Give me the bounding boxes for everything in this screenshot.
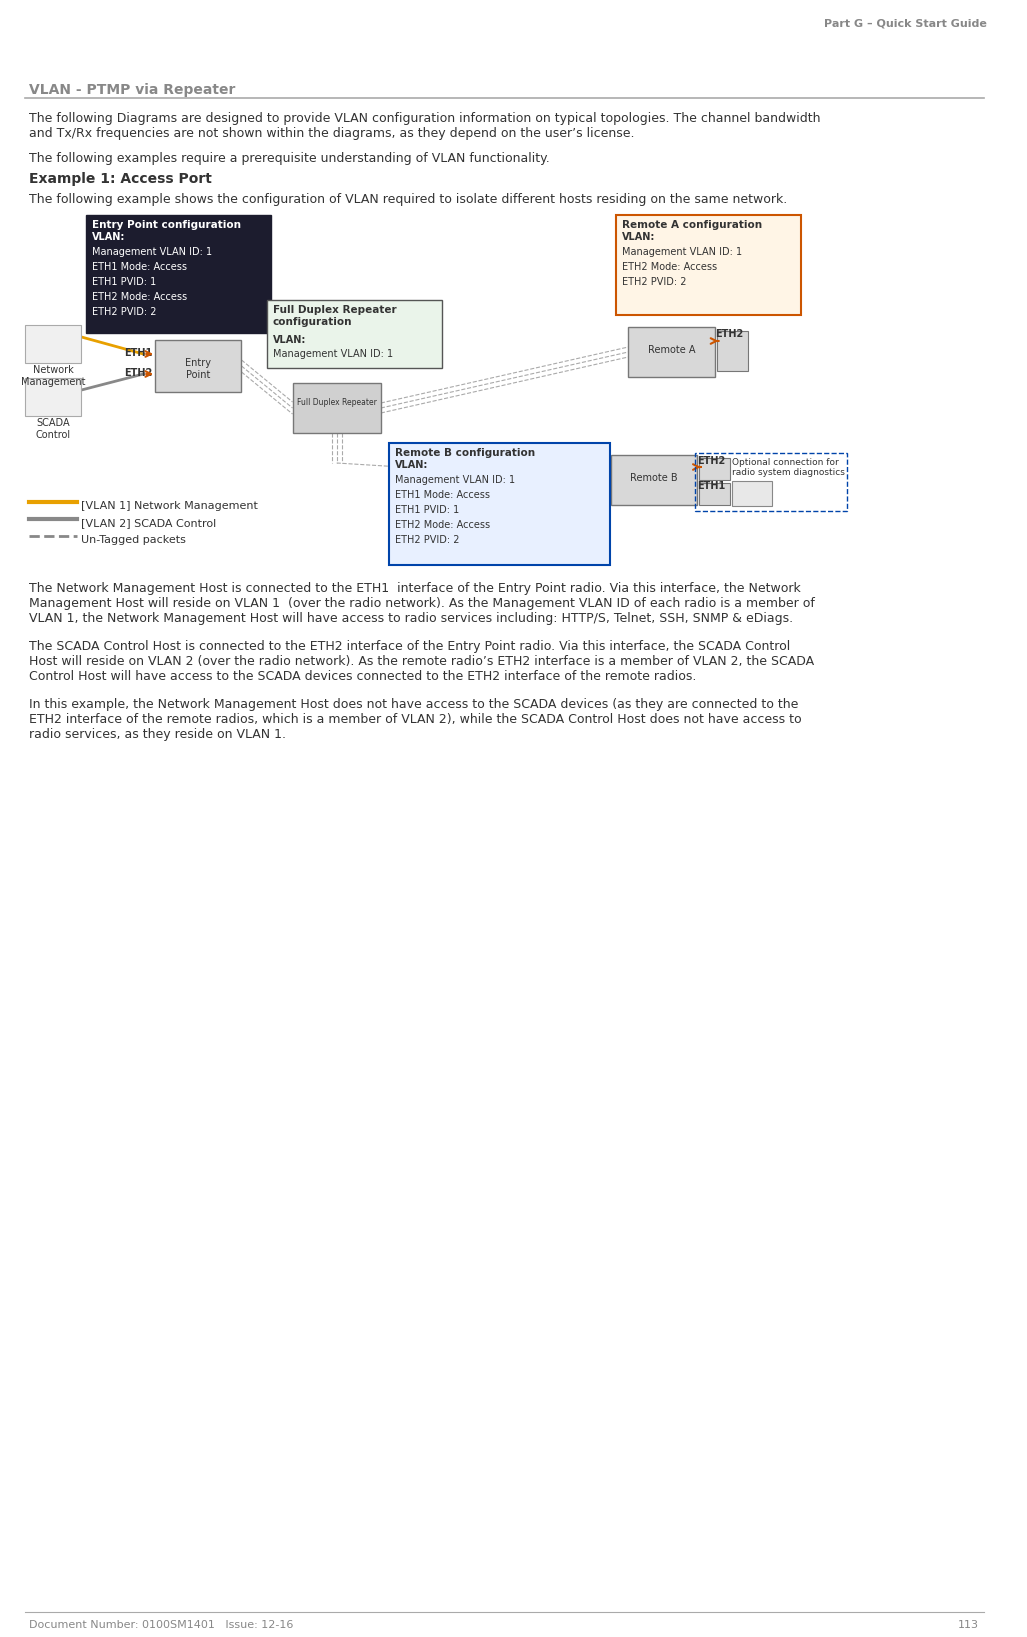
Text: ETH2: ETH2 xyxy=(697,457,725,467)
Text: Remote A configuration: Remote A configuration xyxy=(622,219,762,231)
Text: SCADA
Control: SCADA Control xyxy=(36,417,71,440)
Text: ETH1 Mode: Access: ETH1 Mode: Access xyxy=(92,262,187,272)
Text: The Network Management Host is connected to the ETH1  interface of the Entry Poi: The Network Management Host is connected… xyxy=(30,583,815,625)
Bar xyxy=(293,383,381,434)
Text: ETH1 PVID: 1: ETH1 PVID: 1 xyxy=(92,277,156,286)
Text: ETH2 Mode: Access: ETH2 Mode: Access xyxy=(622,262,718,272)
Text: [VLAN 2] SCADA Control: [VLAN 2] SCADA Control xyxy=(81,517,217,529)
Bar xyxy=(717,331,748,372)
Text: ETH1 Mode: Access: ETH1 Mode: Access xyxy=(394,489,490,499)
Bar xyxy=(699,458,730,480)
Text: Management VLAN ID: 1: Management VLAN ID: 1 xyxy=(92,247,213,257)
Text: VLAN:: VLAN: xyxy=(273,336,306,345)
Text: Remote B configuration: Remote B configuration xyxy=(394,449,535,458)
Bar xyxy=(616,214,801,314)
Text: Part G – Quick Start Guide: Part G – Quick Start Guide xyxy=(824,18,987,28)
Text: Full Duplex Repeater: Full Duplex Repeater xyxy=(297,398,377,408)
Text: Network
Management: Network Management xyxy=(21,365,85,386)
Text: ETH2 PVID: 2: ETH2 PVID: 2 xyxy=(394,535,459,545)
Bar xyxy=(732,481,771,506)
Text: ETH2: ETH2 xyxy=(123,368,152,378)
Text: ETH2: ETH2 xyxy=(715,329,743,339)
Text: ETH2 Mode: Access: ETH2 Mode: Access xyxy=(92,291,187,301)
Text: ETH2 Mode: Access: ETH2 Mode: Access xyxy=(394,521,490,530)
Text: Document Number: 0100SM1401   Issue: 12-16: Document Number: 0100SM1401 Issue: 12-16 xyxy=(30,1621,294,1630)
Bar xyxy=(155,340,241,391)
Text: Full Duplex Repeater
configuration: Full Duplex Repeater configuration xyxy=(273,304,396,327)
Text: The following example shows the configuration of VLAN required to isolate differ: The following example shows the configur… xyxy=(30,193,788,206)
Text: VLAN - PTMP via Repeater: VLAN - PTMP via Repeater xyxy=(30,83,236,97)
Bar xyxy=(695,453,847,511)
Bar xyxy=(611,455,697,504)
Text: [VLAN 1] Network Management: [VLAN 1] Network Management xyxy=(81,501,259,511)
Bar xyxy=(267,300,442,368)
Bar xyxy=(629,327,715,377)
Text: Management VLAN ID: 1: Management VLAN ID: 1 xyxy=(622,247,743,257)
Bar xyxy=(25,326,81,363)
Text: ETH1 PVID: 1: ETH1 PVID: 1 xyxy=(394,504,459,516)
Bar xyxy=(86,214,271,332)
Text: VLAN:: VLAN: xyxy=(92,232,125,242)
Bar xyxy=(389,444,610,565)
Text: ETH2 PVID: 2: ETH2 PVID: 2 xyxy=(622,277,687,286)
Text: VLAN:: VLAN: xyxy=(622,232,656,242)
Bar xyxy=(25,378,81,416)
Text: 113: 113 xyxy=(958,1621,979,1630)
Bar xyxy=(699,483,730,504)
Text: The SCADA Control Host is connected to the ETH2 interface of the Entry Point rad: The SCADA Control Host is connected to t… xyxy=(30,640,814,683)
Text: ETH1: ETH1 xyxy=(123,349,152,359)
Text: The following Diagrams are designed to provide VLAN configuration information on: The following Diagrams are designed to p… xyxy=(30,111,821,141)
Text: Entry
Point: Entry Point xyxy=(185,359,212,380)
Text: The following examples require a prerequisite understanding of VLAN functionalit: The following examples require a prerequ… xyxy=(30,152,550,165)
Text: Remote A: Remote A xyxy=(648,345,695,355)
Text: Optional connection for
radio system diagnostics: Optional connection for radio system dia… xyxy=(732,458,845,478)
Text: Un-Tagged packets: Un-Tagged packets xyxy=(81,535,186,545)
Text: Entry Point configuration: Entry Point configuration xyxy=(92,219,241,231)
Text: Management VLAN ID: 1: Management VLAN ID: 1 xyxy=(394,475,515,485)
Text: ETH2 PVID: 2: ETH2 PVID: 2 xyxy=(92,308,157,318)
Text: In this example, the Network Management Host does not have access to the SCADA d: In this example, the Network Management … xyxy=(30,697,802,742)
Text: ETH1: ETH1 xyxy=(697,481,725,491)
Text: Remote B: Remote B xyxy=(630,473,678,483)
Text: Management VLAN ID: 1: Management VLAN ID: 1 xyxy=(273,349,393,359)
Text: VLAN:: VLAN: xyxy=(394,460,428,470)
Text: Example 1: Access Port: Example 1: Access Port xyxy=(30,172,213,187)
